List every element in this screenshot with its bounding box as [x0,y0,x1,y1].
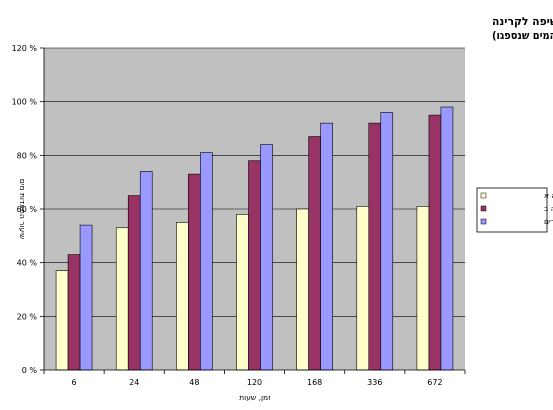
legend-label-2: שיש מנפה ב [544,204,553,213]
y-tick-label: 100 % [12,98,38,107]
bar-1-672 [416,206,430,371]
legend: שיש מנפה א שיש מנפה ב שיש חברוני מקורים [476,187,553,233]
bar-1-24 [115,227,129,371]
chart-title-line-1: ציור 11. קצב התאדות מים מאבני גיר דמויות… [492,15,553,28]
bar-1-120 [236,214,249,371]
legend-label-1: שיש מנפה א [544,191,553,200]
bar-3-6 [79,224,93,371]
bar-1-168 [296,208,309,371]
legend-swatch-3 [480,218,487,225]
y-tick-label: 20 % [17,312,38,321]
bar-3-48 [200,152,213,371]
y-tick-label: 40 % [17,259,38,268]
x-tick-label: 24 [129,378,139,387]
bar-3-336 [380,112,394,371]
bar-2-6 [67,254,81,371]
x-tick-label: 336 [367,378,382,387]
x-tick-label: 48 [189,378,199,387]
bar-2-48 [188,173,201,371]
x-axis-title: זמן, שעות [239,393,271,402]
bar-marks [55,106,454,371]
x-tick-label: 6 [72,378,77,387]
bar-3-120 [260,144,273,371]
bar-2-672 [428,114,442,371]
y-tick-label: 80 % [17,151,38,160]
bar-1-48 [176,222,189,371]
bar-2-24 [127,195,141,371]
bar-3-24 [139,171,153,371]
legend-box [476,187,548,233]
legend-swatch-2 [480,205,487,212]
y-tick-labels: 0 % 20 % 40 % 60 % 80 % 100 % 120 % [12,44,38,375]
y-tick-label: 0 % [22,366,38,375]
bar-1-336 [356,206,370,371]
axes [40,47,466,374]
chart-title: ציור 11. קצב התאדות מים מאבני גיר דמויות… [492,15,553,42]
y-tick-label: 60 % [17,205,38,214]
x-tick-label: 168 [307,378,322,387]
bar-2-168 [308,136,321,371]
bar-3-168 [320,122,333,371]
legend-swatch-1 [480,192,487,199]
bar-3-672 [440,106,454,371]
x-tick-label: 120 [247,378,262,387]
bar-2-120 [248,160,261,371]
x-tick-label: 672 [427,378,442,387]
y-tick-label: 120 % [12,44,38,53]
legend-label-3: שיש חברוני מקורים [544,217,553,226]
bar-2-336 [368,122,382,371]
bar-1-6 [55,270,69,371]
y-axis-title: שיעור התאדות מים [18,179,27,239]
chart-title-line-2: על- סגולית (שיעור התאדות = יחס של משקל ה… [492,29,553,42]
x-tick-labels: 6 24 48 120 168 336 672 [72,378,443,387]
